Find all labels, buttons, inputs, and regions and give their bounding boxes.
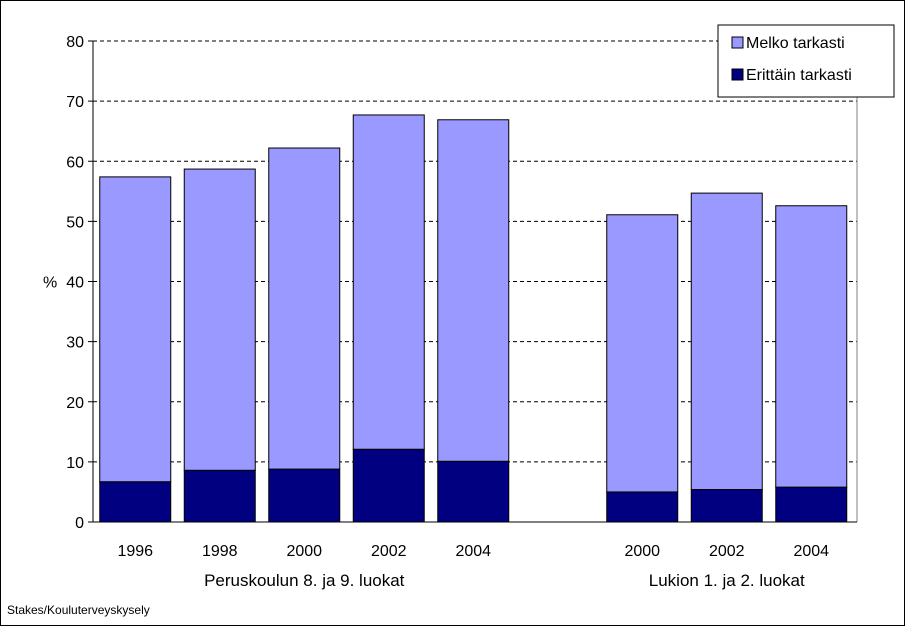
x-tick-label: 1996 [117, 543, 153, 560]
bar-segment [437, 460, 510, 523]
legend-label: Erittäin tarkasti [746, 67, 852, 84]
legend-label: Melko tarkasti [746, 35, 845, 52]
bar-segment [606, 214, 679, 493]
bar-segment [775, 205, 848, 488]
bar-segment [690, 192, 763, 491]
y-tick-label: 40 [66, 275, 84, 292]
legend-swatch [731, 68, 744, 81]
bar-segment [99, 176, 172, 483]
bar-segment [268, 468, 341, 523]
bar-segment [183, 469, 256, 523]
y-tick-label: 60 [66, 154, 84, 171]
x-tick-label: 2000 [286, 543, 322, 560]
bar-segment [606, 491, 679, 523]
group-label: Lukion 1. ja 2. luokat [649, 571, 805, 590]
group-label: Peruskoulun 8. ja 9. luokat [204, 571, 405, 590]
axes [88, 40, 858, 523]
bars [99, 114, 848, 523]
source-note: Stakes/Kouluterveyskysely [7, 603, 150, 617]
y-tick-label: 30 [66, 335, 84, 352]
y-tick-label: 50 [66, 214, 84, 231]
bar-segment [437, 119, 510, 462]
x-tick-label: 2002 [709, 543, 745, 560]
y-tick-label: 20 [66, 395, 84, 412]
bar-segment [268, 147, 341, 470]
y-tick-label: 70 [66, 94, 84, 111]
bar-segment [183, 168, 256, 471]
group-labels: Peruskoulun 8. ja 9. luokat Lukion 1. ja … [204, 571, 805, 590]
y-tick-label: 10 [66, 455, 84, 472]
x-tick-label: 2004 [793, 543, 829, 560]
bar-segment [99, 481, 172, 523]
x-tick-label: 2004 [455, 543, 491, 560]
x-tick-label: 1998 [202, 543, 238, 560]
legend-swatch [731, 36, 744, 49]
y-tick-label: 80 [66, 34, 84, 51]
bar-segment [775, 486, 848, 523]
x-tick-label: 2002 [371, 543, 407, 560]
x-tick-label: 2000 [624, 543, 660, 560]
bar-segment [352, 114, 425, 450]
y-axis-label: % [43, 275, 57, 292]
legend-box [717, 24, 895, 98]
y-tick-labels: 0 10 20 30 40 50 60 70 80 [66, 34, 84, 532]
x-tick-labels: 1996 1998 2000 2002 2004 2000 2002 2004 [117, 543, 829, 560]
y-tick-label: 0 [75, 515, 84, 532]
bar-segment [690, 489, 763, 523]
legend: Melko tarkasti Erittäin tarkasti [717, 24, 895, 98]
bar-segment [352, 448, 425, 523]
